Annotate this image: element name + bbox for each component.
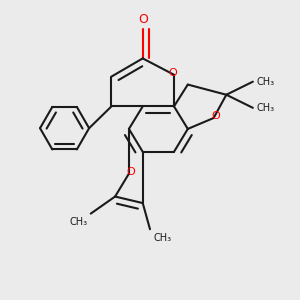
Text: O: O — [168, 68, 177, 78]
Text: CH₃: CH₃ — [153, 232, 171, 242]
Text: O: O — [211, 111, 220, 122]
Text: O: O — [126, 167, 135, 177]
Text: CH₃: CH₃ — [69, 217, 88, 227]
Text: O: O — [138, 13, 148, 26]
Text: CH₃: CH₃ — [256, 77, 274, 87]
Text: CH₃: CH₃ — [256, 103, 274, 113]
